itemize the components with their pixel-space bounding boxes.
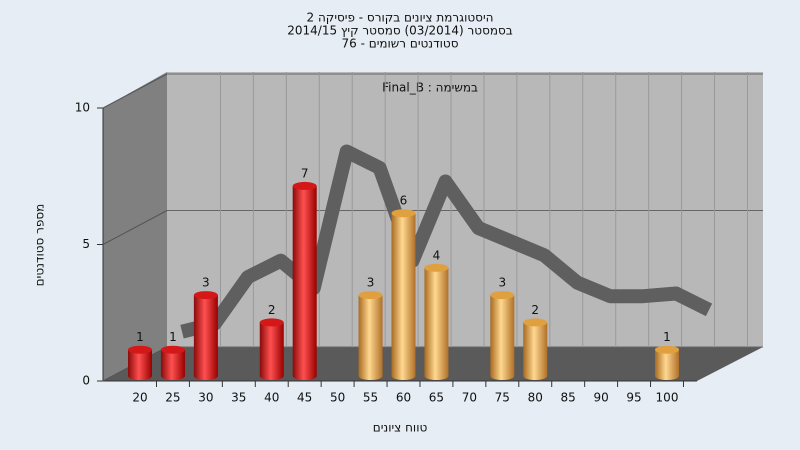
- annotation: Final_B : במשימה: [382, 81, 478, 95]
- bar: [193, 295, 218, 376]
- value-label: 3: [202, 276, 210, 290]
- bar-base: [523, 372, 548, 380]
- side-wall: [103, 72, 167, 381]
- bar-base: [160, 372, 185, 380]
- value-label: 2: [268, 303, 276, 317]
- value-label: 1: [136, 330, 144, 344]
- x-tick-label: 45: [297, 391, 312, 405]
- bar: [655, 349, 679, 376]
- x-tick-label: 85: [561, 391, 576, 405]
- bar-base: [259, 372, 284, 380]
- y-tick-label: 10: [75, 101, 90, 115]
- x-tick-label: 75: [495, 391, 510, 405]
- bar-base: [128, 372, 152, 380]
- x-tick-label: 95: [626, 391, 641, 405]
- bar-base: [358, 372, 383, 380]
- x-tick-label: 20: [132, 391, 147, 405]
- bar: [160, 349, 185, 376]
- grid-line: [102, 73, 168, 109]
- chart-subtitle: בסמסטר (03/2014) סמסטר קיץ 2014/15: [287, 24, 513, 38]
- bar-cap: [391, 209, 416, 218]
- y-tick-label: 0: [82, 374, 90, 388]
- bar-cap: [655, 345, 679, 354]
- x-tick-label: 100: [656, 391, 679, 405]
- x-tick-label: 55: [363, 391, 378, 405]
- x-tick-label: 60: [396, 391, 411, 405]
- value-label: 2: [531, 303, 539, 317]
- x-tick-label: 50: [330, 391, 345, 405]
- bar-cap: [424, 263, 449, 272]
- x-tick-label: 35: [231, 391, 246, 405]
- x-tick-label: 80: [528, 391, 543, 405]
- bar-base: [193, 372, 218, 380]
- value-label: 6: [400, 194, 408, 208]
- bar: [292, 185, 317, 376]
- bar-cap: [523, 318, 548, 327]
- bar-cap: [490, 291, 515, 300]
- x-tick-label: 70: [462, 391, 477, 405]
- y-axis-label: מספר סטודנטים: [33, 204, 47, 287]
- bar: [358, 295, 383, 376]
- value-label: 1: [169, 330, 177, 344]
- value-label: 7: [301, 166, 309, 180]
- bar-cap: [358, 291, 383, 300]
- bar-cap: [160, 345, 185, 354]
- trend-ribbon: [180, 144, 713, 339]
- bar-base: [391, 372, 416, 380]
- bar-cap: [259, 318, 284, 327]
- bar-cap: [193, 291, 218, 300]
- bar: [259, 322, 284, 376]
- bar-base: [292, 372, 317, 380]
- bar: [391, 213, 416, 376]
- value-label: 4: [433, 248, 441, 262]
- chart-title: היסטוגרמת ציונים בקורס - פיסיקה 2: [307, 11, 494, 25]
- bar-base: [424, 372, 449, 380]
- bar-cap: [128, 345, 152, 354]
- bar-cap: [292, 181, 317, 190]
- chart-subtitle: סטודנטים רשומים - 76: [341, 37, 458, 51]
- bar: [128, 349, 152, 376]
- bar: [523, 322, 548, 376]
- bar-base: [655, 372, 679, 380]
- value-label: 3: [498, 276, 506, 290]
- bar: [424, 267, 449, 376]
- x-tick-label: 65: [429, 391, 444, 405]
- x-tick-label: 25: [165, 391, 180, 405]
- grid-line: [102, 210, 168, 245]
- y-tick-label: 5: [82, 237, 90, 251]
- value-label: 3: [367, 276, 375, 290]
- x-tick-label: 30: [198, 391, 213, 405]
- value-label: 1: [663, 330, 671, 344]
- x-axis-label: טווח ציונים: [373, 421, 428, 435]
- x-tick-label: 90: [593, 391, 608, 405]
- bar: [490, 295, 515, 376]
- x-tick-label: 40: [264, 391, 279, 405]
- bar-base: [490, 372, 515, 380]
